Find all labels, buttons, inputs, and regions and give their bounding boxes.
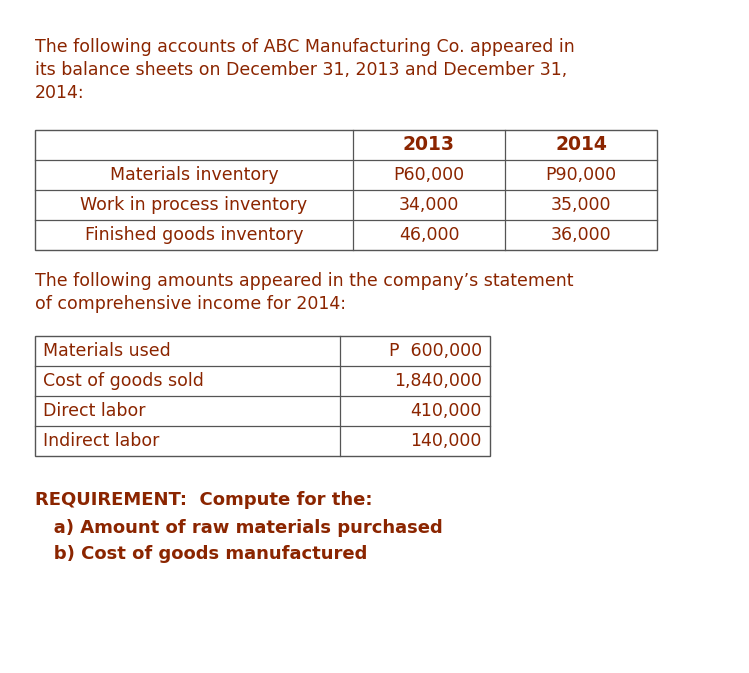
Text: Materials inventory: Materials inventory <box>109 166 279 184</box>
Text: Finished goods inventory: Finished goods inventory <box>85 226 303 244</box>
Text: a) Amount of raw materials purchased: a) Amount of raw materials purchased <box>35 519 443 537</box>
Text: The following amounts appeared in the company’s statement: The following amounts appeared in the co… <box>35 272 574 290</box>
Text: REQUIREMENT:  Compute for the:: REQUIREMENT: Compute for the: <box>35 491 372 509</box>
Text: 140,000: 140,000 <box>410 432 482 450</box>
Text: 35,000: 35,000 <box>551 196 611 214</box>
Text: b) Cost of goods manufactured: b) Cost of goods manufactured <box>35 545 367 563</box>
Text: Cost of goods sold: Cost of goods sold <box>43 372 204 390</box>
Text: its balance sheets on December 31, 2013 and December 31,: its balance sheets on December 31, 2013 … <box>35 61 567 79</box>
Bar <box>35 336 490 456</box>
Text: P90,000: P90,000 <box>545 166 616 184</box>
Text: 2014: 2014 <box>555 135 607 155</box>
Text: 36,000: 36,000 <box>551 226 611 244</box>
Text: The following accounts of ABC Manufacturing Co. appeared in: The following accounts of ABC Manufactur… <box>35 38 574 56</box>
Text: Work in process inventory: Work in process inventory <box>80 196 308 214</box>
Text: P60,000: P60,000 <box>393 166 464 184</box>
Bar <box>35 130 657 250</box>
Text: 2013: 2013 <box>403 135 455 155</box>
Text: 2014:: 2014: <box>35 84 85 102</box>
Text: 1,840,000: 1,840,000 <box>394 372 482 390</box>
Text: 34,000: 34,000 <box>398 196 459 214</box>
Text: Direct labor: Direct labor <box>43 402 145 420</box>
Text: of comprehensive income for 2014:: of comprehensive income for 2014: <box>35 295 346 313</box>
Text: Materials used: Materials used <box>43 342 171 360</box>
Text: P  600,000: P 600,000 <box>389 342 482 360</box>
Text: 410,000: 410,000 <box>410 402 482 420</box>
Text: 46,000: 46,000 <box>398 226 459 244</box>
Text: Indirect labor: Indirect labor <box>43 432 160 450</box>
